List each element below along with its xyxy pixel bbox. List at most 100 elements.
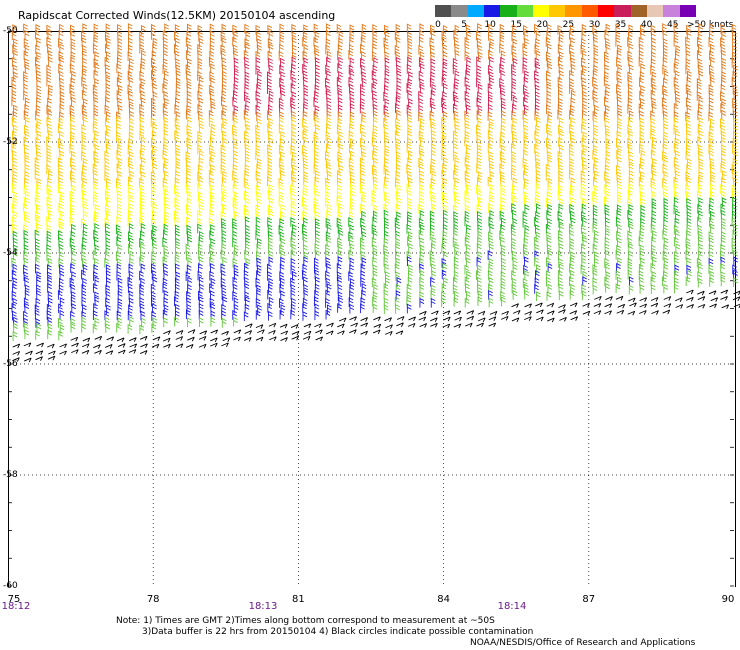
- wind-barb: [650, 117, 656, 128]
- wind-barb: [290, 103, 296, 113]
- wind-barb: [592, 90, 598, 100]
- wind-barb: [592, 69, 598, 80]
- wind-barb: [174, 177, 180, 188]
- wind-barb: [336, 191, 342, 202]
- wind-barb: [116, 263, 122, 274]
- wind-barb: [93, 58, 99, 68]
- wind-barb: [209, 256, 214, 267]
- wind-barb: [616, 83, 621, 94]
- wind-barb: [396, 276, 402, 287]
- wind-barb: [581, 224, 586, 234]
- wind-barb: [69, 237, 75, 248]
- wind-barb: [419, 184, 425, 194]
- wind-barb: [24, 211, 29, 221]
- wind-barb: [12, 230, 18, 241]
- wind-barb: [685, 184, 690, 194]
- wind-barb: [489, 184, 495, 194]
- wind-barb: [71, 164, 76, 174]
- wind-barb: [453, 276, 458, 287]
- wind-barb: [429, 77, 435, 88]
- wind-barb: [302, 303, 307, 313]
- colorbar-swatch: [467, 5, 485, 17]
- wind-barb: [569, 269, 575, 280]
- wind-barb: [232, 283, 238, 294]
- wind-barb: [128, 150, 134, 161]
- wind-barb: [419, 136, 425, 147]
- wind-barb: [443, 251, 448, 261]
- wind-barb: [104, 190, 110, 201]
- wind-barb: [685, 250, 691, 260]
- wind-barb: [233, 90, 238, 100]
- wind-barb: [302, 144, 307, 155]
- wind-barb: [139, 289, 145, 300]
- wind-barb: [442, 43, 448, 54]
- wind-barb: [430, 64, 436, 75]
- wind-barb: [512, 130, 517, 141]
- wind-barb: [175, 243, 180, 253]
- wind-barb: [221, 223, 227, 233]
- wind-barb: [255, 150, 261, 161]
- wind-barb: [454, 316, 462, 322]
- wind-barb: [221, 37, 227, 47]
- wind-barb: [546, 97, 552, 108]
- wind-barb: [430, 24, 435, 35]
- wind-barb: [477, 264, 482, 275]
- wind-barb: [290, 237, 296, 247]
- wind-barb: [627, 310, 636, 316]
- wind-barb: [186, 30, 192, 41]
- wind-barb: [81, 289, 87, 300]
- wind-barb: [384, 57, 390, 67]
- wind-barb: [698, 70, 704, 81]
- wind-barb: [232, 230, 238, 241]
- wind-barb: [280, 211, 285, 221]
- wind-barb: [303, 244, 308, 255]
- wind-barb: [115, 224, 121, 235]
- wind-barb: [384, 150, 389, 161]
- wind-barb: [117, 97, 122, 108]
- wind-barb: [256, 257, 262, 268]
- wind-barb: [279, 231, 285, 242]
- wind-barb: [559, 70, 564, 80]
- wind-barb: [198, 303, 204, 313]
- wind-barb: [419, 63, 425, 73]
- wind-barb: [500, 283, 506, 294]
- wind-barb: [314, 249, 320, 260]
- wind-barb: [150, 69, 156, 80]
- wind-barb: [221, 57, 227, 67]
- wind-barb: [257, 44, 262, 55]
- wind-barb: [732, 44, 737, 55]
- wind-barb: [303, 217, 308, 228]
- wind-barb: [151, 156, 157, 167]
- wind-barb: [221, 310, 226, 320]
- wind-barb: [175, 204, 180, 214]
- wind-barb: [314, 210, 320, 221]
- wind-barb: [280, 89, 286, 100]
- wind-barb: [629, 302, 637, 308]
- wind-barb: [233, 177, 239, 187]
- wind-barb: [82, 257, 87, 268]
- wind-barb: [104, 150, 110, 161]
- wind-barb: [105, 138, 111, 148]
- wind-barb: [663, 283, 669, 294]
- wind-barb: [360, 123, 365, 134]
- wind-barb: [731, 217, 737, 227]
- wind-barb: [406, 291, 412, 301]
- wind-barb: [547, 63, 553, 73]
- wind-barb: [488, 123, 494, 133]
- colorbar-tick-label: 40: [640, 20, 653, 30]
- wind-barb: [348, 249, 354, 260]
- wind-barb: [93, 137, 99, 147]
- wind-barb: [720, 236, 726, 247]
- wind-barb: [174, 130, 180, 141]
- colorbar-tick-label: 25: [562, 20, 575, 30]
- wind-barb: [361, 231, 367, 241]
- wind-barb: [128, 209, 133, 220]
- wind-barb: [430, 217, 435, 228]
- wind-barb: [117, 343, 126, 348]
- wind-barb: [256, 177, 262, 188]
- wind-barb: [708, 243, 714, 254]
- wind-barb: [24, 284, 30, 295]
- wind-barb: [686, 264, 692, 275]
- wind-barb: [117, 84, 123, 95]
- wind-barb: [627, 189, 633, 200]
